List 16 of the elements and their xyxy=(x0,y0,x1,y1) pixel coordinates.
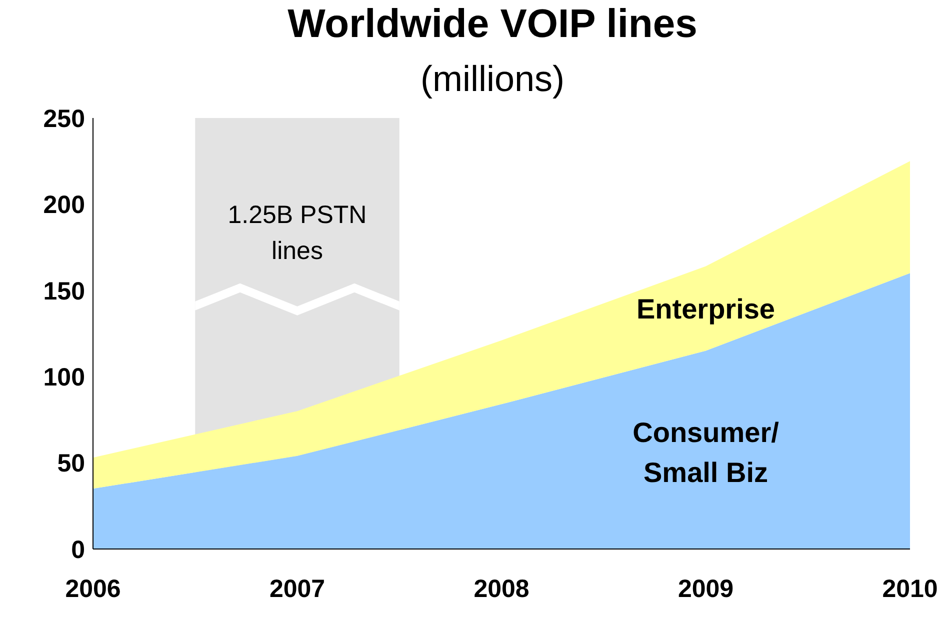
x-tick-label: 2006 xyxy=(65,574,121,603)
y-tick-label: 150 xyxy=(43,277,85,306)
series-label: Enterprise xyxy=(636,294,775,324)
x-tick-label: 2010 xyxy=(882,574,938,603)
x-tick-label: 2007 xyxy=(269,574,326,603)
y-tick-label: 100 xyxy=(43,363,85,392)
y-tick-label: 200 xyxy=(43,191,85,220)
band-label: 1.25B PSTN lines xyxy=(228,201,367,265)
chart-title: Worldwide VOIP lines xyxy=(286,2,698,47)
y-tick-label: 50 xyxy=(57,450,85,478)
x-tick-label: 2009 xyxy=(678,574,734,603)
chart-subtitle: (millions) xyxy=(420,58,566,100)
y-tick-label: 0 xyxy=(71,536,85,564)
series-label: Consumer/ Small Biz xyxy=(632,416,780,488)
x-tick-label: 2008 xyxy=(474,574,530,603)
y-tick-label: 250 xyxy=(43,104,85,133)
